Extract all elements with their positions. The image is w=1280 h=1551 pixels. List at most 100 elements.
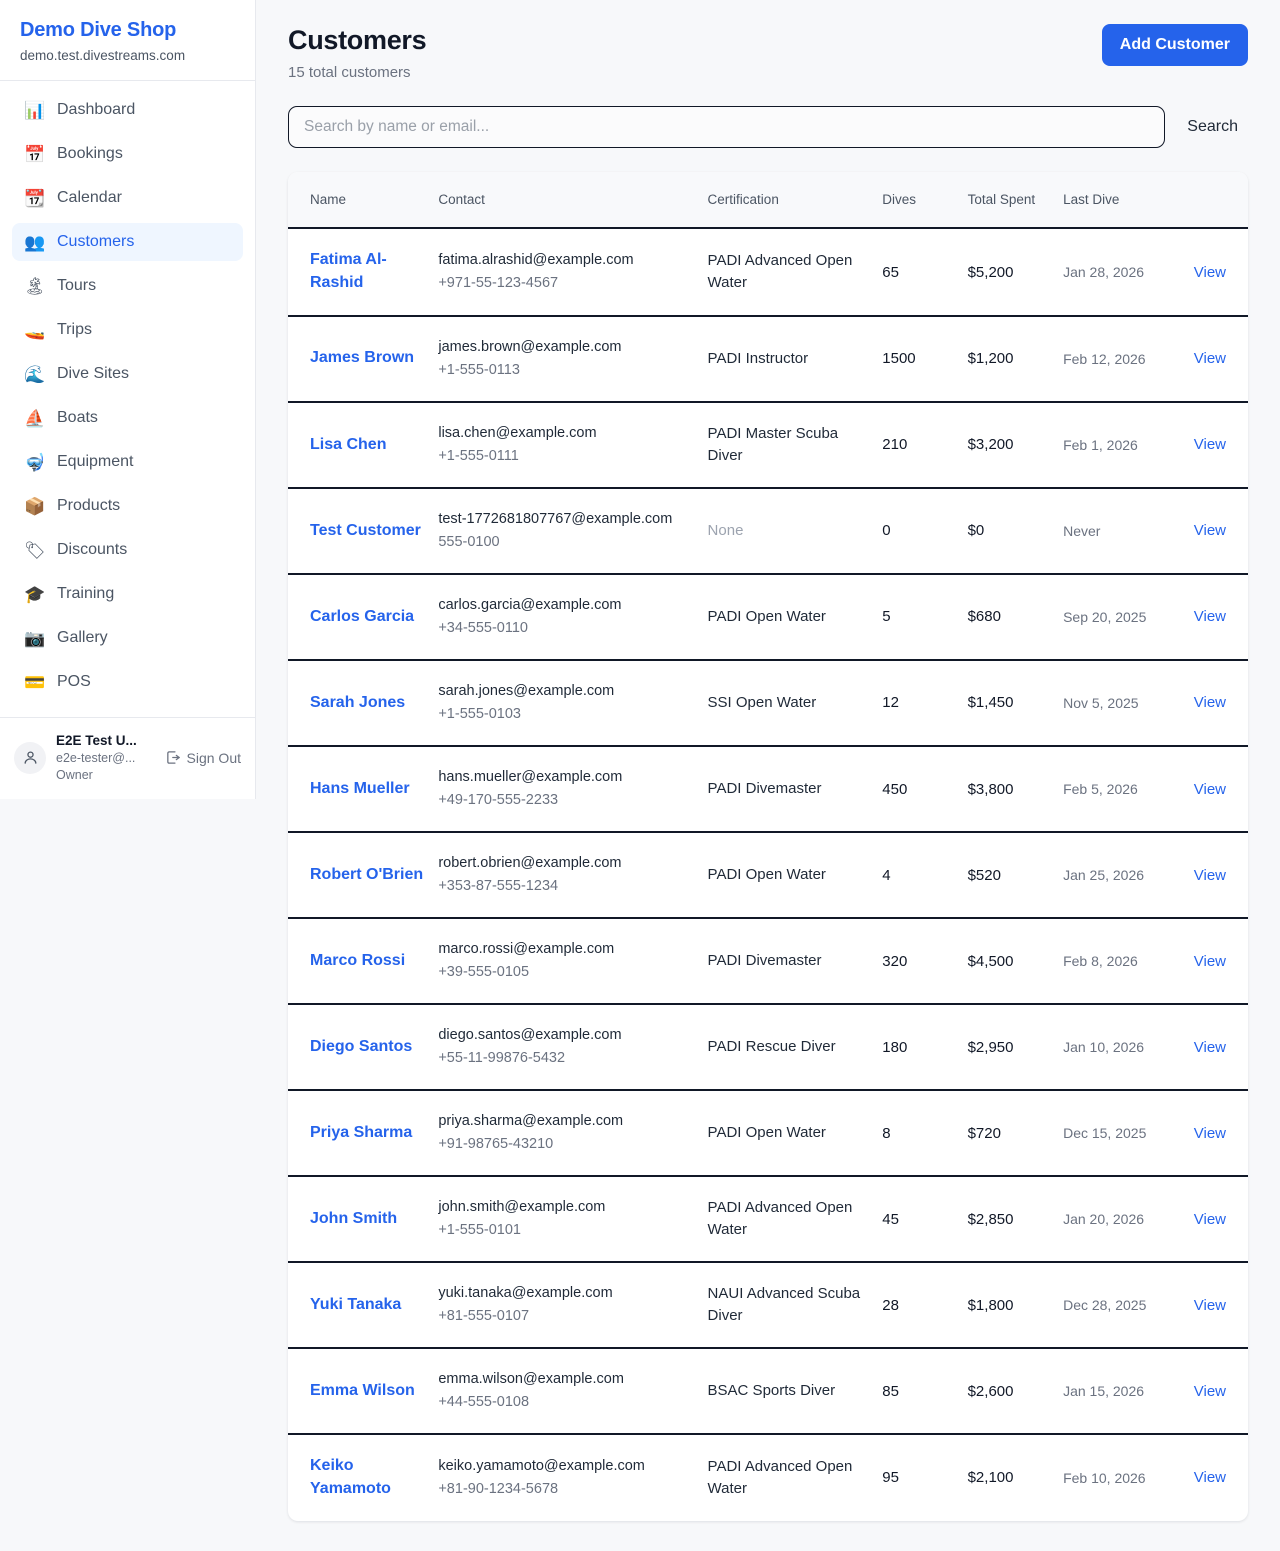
customer-phone: 555-0100 xyxy=(438,533,500,550)
view-customer-link[interactable]: View xyxy=(1193,263,1226,281)
customer-certification: PADI Divemaster xyxy=(707,780,822,798)
sign-out-button[interactable]: Sign Out xyxy=(165,749,241,766)
customer-phone: +91-98765-43210 xyxy=(438,1136,554,1153)
view-customer-link[interactable]: View xyxy=(1193,1038,1226,1056)
search-input[interactable] xyxy=(288,106,1166,149)
cell-total-spent: $3,200 xyxy=(967,401,1064,489)
cell-actions: View xyxy=(1158,487,1248,575)
table-row: Fatima Al-Rashid fatima.alrashid@example.… xyxy=(288,228,1248,317)
customer-name-link[interactable]: Marco Rossi xyxy=(310,951,406,969)
customer-name-link[interactable]: Sarah Jones xyxy=(310,693,406,711)
column-header-last-dive[interactable]: Last Dive xyxy=(1063,172,1159,230)
view-customer-link[interactable]: View xyxy=(1193,780,1226,798)
view-customer-link[interactable]: View xyxy=(1193,1210,1226,1228)
customer-certification: None xyxy=(707,522,744,540)
customer-name-link[interactable]: Diego Santos xyxy=(310,1037,413,1055)
cell-total-spent: $2,950 xyxy=(967,1004,1064,1092)
column-header-contact[interactable]: Contact xyxy=(438,172,708,230)
cell-dives: 320 xyxy=(882,918,968,1006)
cell-contact: emma.wilson@example.com +44-555-0108 xyxy=(438,1348,708,1436)
view-customer-link[interactable]: View xyxy=(1193,952,1226,970)
customer-email: yuki.tanaka@example.com xyxy=(438,1285,613,1302)
customer-name-link[interactable]: Fatima Al-Rashid xyxy=(310,251,387,292)
cell-total-spent: $3,800 xyxy=(967,745,1064,834)
column-header-dives[interactable]: Dives xyxy=(882,172,968,230)
customer-name-link[interactable]: John Smith xyxy=(310,1209,398,1227)
sidebar-item-tours[interactable]: 🏝 Tours xyxy=(12,267,243,305)
customer-name-link[interactable]: Robert O'Brien xyxy=(310,865,424,883)
customer-phone: +44-555-0108 xyxy=(438,1394,530,1411)
sidebar-item-dive-sites[interactable]: 🌊 Dive Sites xyxy=(12,355,243,393)
search-button[interactable]: Search xyxy=(1177,110,1248,144)
speedboat-icon: 🚤 xyxy=(24,320,46,340)
sidebar-item-trips[interactable]: 🚤 Trips xyxy=(12,311,243,349)
customer-name-link[interactable]: Keiko Yamamoto xyxy=(310,1457,391,1497)
sidebar-header: Demo Dive Shop demo.test.divestreams.com xyxy=(0,0,255,82)
sidebar-item-gallery[interactable]: 📷 Gallery xyxy=(12,619,243,657)
sidebar-item-calendar[interactable]: 📆 Calendar xyxy=(12,179,243,217)
view-customer-link[interactable]: View xyxy=(1193,608,1226,626)
table-row: Robert O'Brien robert.obrien@example.com +… xyxy=(288,832,1248,920)
view-customer-link[interactable]: View xyxy=(1193,1124,1226,1142)
customer-email: carlos.garcia@example.com xyxy=(438,596,622,613)
cell-contact: robert.obrien@example.com +353-87-555-123… xyxy=(438,832,708,920)
customer-name-link[interactable]: Priya Sharma xyxy=(310,1123,413,1141)
customer-email: priya.sharma@example.com xyxy=(438,1113,624,1130)
view-customer-link[interactable]: View xyxy=(1193,1382,1226,1400)
view-customer-link[interactable]: View xyxy=(1193,694,1226,712)
customer-email: test-1772681807767@example.com xyxy=(438,510,673,527)
cell-last-dive: Dec 15, 2025 xyxy=(1063,1090,1159,1178)
camera-icon: 📷 xyxy=(24,628,46,648)
cell-certification: None xyxy=(707,487,883,575)
cell-last-dive: Jan 20, 2026 xyxy=(1063,1176,1159,1264)
customer-name-link[interactable]: Test Customer xyxy=(310,521,421,539)
sidebar-item-boats[interactable]: ⛵ Boats xyxy=(12,399,243,437)
column-header-name[interactable]: Name xyxy=(288,172,439,230)
view-customer-link[interactable]: View xyxy=(1193,1469,1226,1487)
customer-certification: PADI Rescue Diver xyxy=(707,1038,836,1056)
view-customer-link[interactable]: View xyxy=(1193,436,1226,454)
customer-email: marco.rossi@example.com xyxy=(438,941,615,958)
sidebar-item-dashboard[interactable]: 📊 Dashboard xyxy=(12,91,243,129)
column-header-certification[interactable]: Certification xyxy=(707,172,883,230)
table-row: Hans Mueller hans.mueller@example.com +49-… xyxy=(288,745,1248,834)
table-row: John Smith john.smith@example.com +1-555-0… xyxy=(288,1176,1248,1264)
view-customer-link[interactable]: View xyxy=(1193,522,1226,540)
cell-dives: 450 xyxy=(882,745,968,834)
cell-last-dive: Sep 20, 2025 xyxy=(1063,573,1159,661)
sidebar-item-training[interactable]: 🎓 Training xyxy=(12,575,243,613)
customer-certification: BSAC Sports Diver xyxy=(707,1382,836,1400)
view-customer-link[interactable]: View xyxy=(1193,1296,1226,1314)
column-header-total-spent[interactable]: Total Spent xyxy=(967,172,1064,230)
sidebar-item-customers[interactable]: 👥 Customers xyxy=(12,223,243,262)
customer-email: robert.obrien@example.com xyxy=(438,855,622,872)
view-customer-link[interactable]: View xyxy=(1193,350,1226,368)
cell-last-dive: Nov 5, 2025 xyxy=(1063,659,1159,747)
cell-certification: NAUI Advanced Scuba Diver xyxy=(707,1262,883,1350)
customer-name-link[interactable]: Yuki Tanaka xyxy=(310,1295,402,1313)
customer-name-link[interactable]: Carlos Garcia xyxy=(310,607,415,625)
cell-total-spent: $0 xyxy=(967,487,1064,575)
sidebar-item-pos[interactable]: 💳 POS xyxy=(12,663,243,701)
cell-dives: 210 xyxy=(882,401,968,489)
cell-contact: john.smith@example.com +1-555-0101 xyxy=(438,1176,708,1264)
view-customer-link[interactable]: View xyxy=(1193,866,1226,884)
sidebar-item-bookings[interactable]: 📅 Bookings xyxy=(12,135,243,173)
customers-table-card: Name Contact Certification Dives Total S… xyxy=(288,172,1248,1521)
cell-actions: View xyxy=(1158,1090,1248,1178)
sidebar-item-products[interactable]: 📦 Products xyxy=(12,487,243,525)
sidebar-item-label: POS xyxy=(57,673,91,691)
sidebar-item-equipment[interactable]: 🤿 Equipment xyxy=(12,443,243,481)
customer-name-link[interactable]: Lisa Chen xyxy=(310,435,387,453)
customer-name-link[interactable]: Hans Mueller xyxy=(310,779,410,797)
cell-certification: PADI Divemaster xyxy=(707,745,883,834)
customer-name-link[interactable]: Emma Wilson xyxy=(310,1381,415,1399)
sidebar-item-label: Calendar xyxy=(57,189,122,207)
cell-contact: hans.mueller@example.com +49-170-555-2233 xyxy=(438,745,708,834)
cell-last-dive: Jan 25, 2026 xyxy=(1063,832,1159,920)
add-customer-button[interactable]: Add Customer xyxy=(1101,24,1248,66)
credit-card-icon: 💳 xyxy=(24,672,46,692)
cell-last-dive: Jan 28, 2026 xyxy=(1063,228,1159,317)
sidebar-item-discounts[interactable]: 🏷 Discounts xyxy=(12,531,243,569)
customer-name-link[interactable]: James Brown xyxy=(310,349,415,367)
